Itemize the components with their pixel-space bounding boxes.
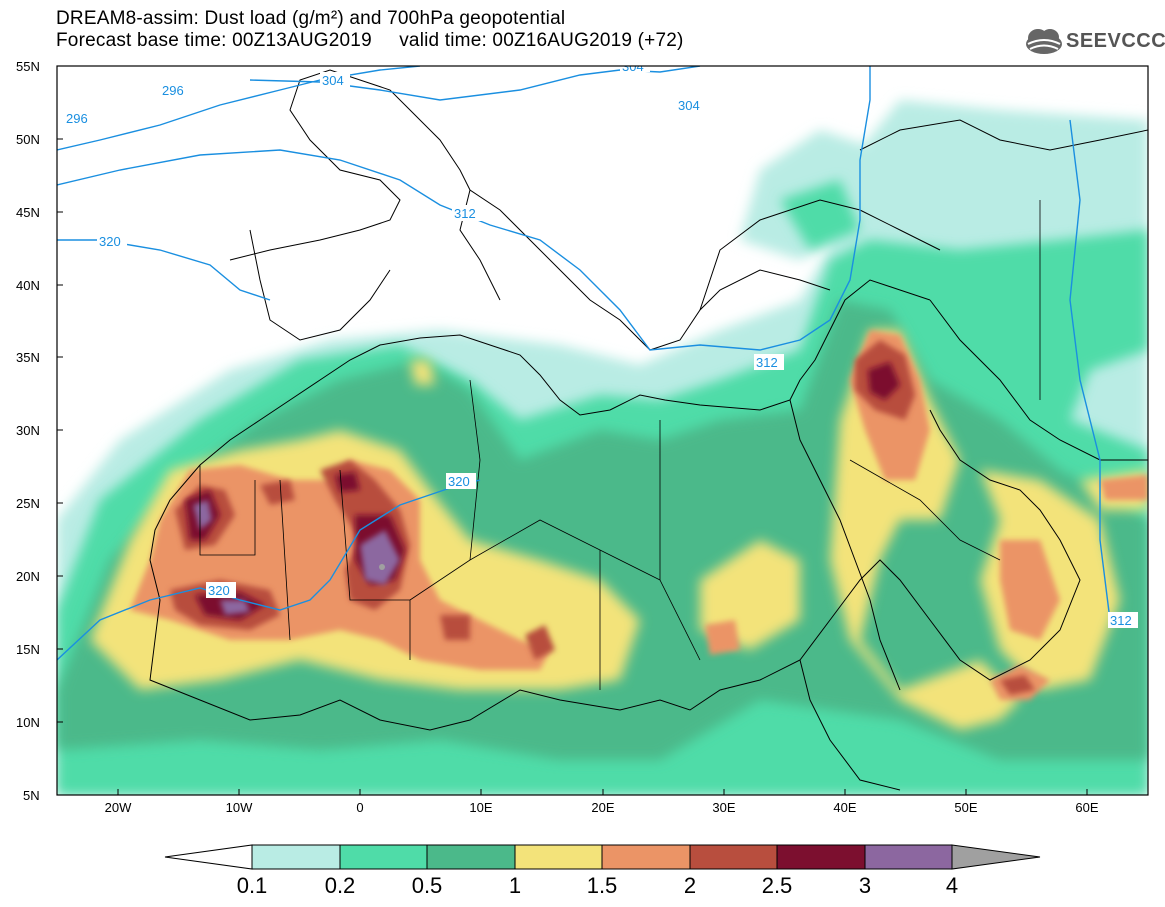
contour-label: 304 [622,59,644,74]
lat-tick-label: 35N [16,350,40,365]
contour-label: 304 [678,98,700,113]
contour-label: 296 [162,83,184,98]
colorbar-high-arrow [951,844,1041,870]
contour-labels: 296 296 304 304 304 312 312 312 320 320 … [64,59,1138,628]
colorbar-tick-label: 1.5 [587,873,618,898]
lat-tick-label: 45N [16,205,40,220]
contour-label: 320 [208,583,230,598]
contour-label: 312 [756,355,778,370]
lon-tick-label: 10W [226,800,253,815]
lat-tick-label: 10N [16,715,40,730]
colorbar-tick-label: 0.2 [325,873,356,898]
colorbar-swatch [426,844,516,870]
colorbar-tick-label: 4 [946,873,958,898]
lat-tick-label: 5N [23,788,40,803]
lat-tick-label: 30N [16,423,40,438]
contour-label: 312 [454,206,476,221]
lon-tick-label: 20E [591,800,614,815]
colorbar-tick-label: 2 [684,873,696,898]
lon-tick-label: 30E [712,800,735,815]
colorbar-swatch [689,844,778,870]
lon-tick-label: 50E [954,800,977,815]
dust-field: 296 296 304 304 304 312 312 312 320 320 … [57,59,1148,795]
lon-tick-label: 20W [105,800,132,815]
contour-label: 320 [448,474,470,489]
contour-label: 304 [322,73,344,88]
map-subtitle: Forecast base time: 00Z13AUG2019 valid t… [56,30,684,51]
map-title: DREAM8-assim: Dust load (g/m²) and 700hP… [56,8,566,29]
colorbar-swatch [339,844,428,870]
colorbar-swatch [864,844,953,870]
cloud-icon [1026,29,1062,54]
colorbar-swatch [514,844,603,870]
colorbar-swatch [601,844,691,870]
lat-tick-label: 50N [16,132,40,147]
colorbar [164,844,1041,870]
colorbar-tick-label: 1 [509,873,521,898]
lon-axis: 20W 10W 0 10E 20E 30E 40E 50E 60E [105,789,1099,815]
contour-label: 312 [1110,613,1132,628]
lon-tick-label: 0 [356,800,363,815]
colorbar-swatch [776,844,866,870]
colorbar-tick-label: 3 [859,873,871,898]
lat-tick-label: 40N [16,278,40,293]
colorbar-labels: 0.1 0.2 0.5 1 1.5 2 2.5 3 4 [237,873,958,898]
lat-tick-label: 20N [16,569,40,584]
colorbar-swatch [251,844,341,870]
lat-tick-label: 55N [16,59,40,74]
lon-tick-label: 10E [469,800,492,815]
colorbar-low-arrow [164,844,253,870]
colorbar-tick-label: 0.5 [412,873,443,898]
contour-label: 296 [66,111,88,126]
colorbar-tick-label: 2.5 [762,873,793,898]
lon-tick-label: 60E [1075,800,1098,815]
lat-tick-label: 25N [16,496,40,511]
logo-text: SEEVCCC [1066,30,1165,52]
lat-axis: 55N 50N 45N 40N 35N 30N 25N 20N 15N 10N … [16,59,63,803]
lon-tick-label: 40E [833,800,856,815]
contour-label: 320 [99,234,121,249]
colorbar-tick-label: 0.1 [237,873,268,898]
lat-tick-label: 15N [16,642,40,657]
